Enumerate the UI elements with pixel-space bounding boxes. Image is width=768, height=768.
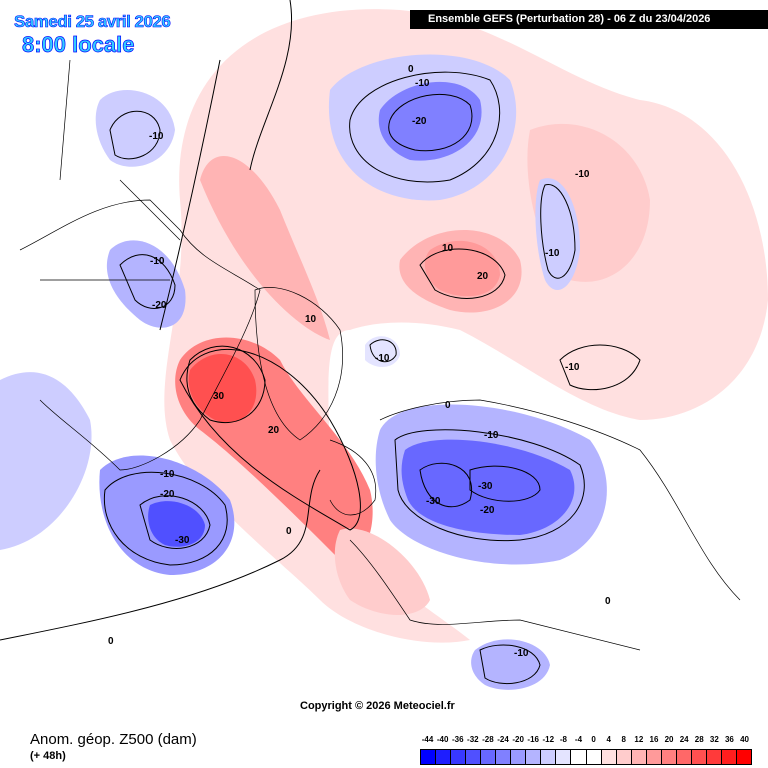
legend-swatches [420,749,752,765]
positive-anomaly-area [188,353,257,423]
contour-lines [0,0,641,685]
contour-label: 20 [477,271,489,282]
contour-label: -20 [160,489,175,500]
model-run-info: Ensemble GEFS (Perturbation 28) - 06 Z d… [410,10,768,29]
forecast-date: Samedi 25 avril 2026 [14,12,171,32]
legend-label: -40 [436,735,449,744]
legend-label: 36 [724,735,734,744]
legend-swatch [661,750,677,764]
contour-label: -10 [149,131,164,142]
legend-label: 32 [709,735,719,744]
legend-label: -20 [512,735,524,744]
legend-swatch [466,750,482,764]
contour-value-labels: -10 -10 -20 -10 -20 -10 -20 -30 30 20 10… [108,64,611,659]
contour-label: 0 [445,400,451,411]
legend-swatch [676,750,692,764]
copyright: Copyright © 2026 Meteociel.fr [300,700,455,712]
negative-anomaly-area [95,90,175,167]
legend-label: -16 [527,735,539,744]
negative-anomaly-area [106,240,186,328]
legend-swatch [586,750,602,764]
contour-label: -20 [480,505,495,516]
legend-label: -24 [497,735,509,744]
contour-label: -20 [412,116,427,127]
legend-swatch [601,750,617,764]
legend-swatch [616,750,632,764]
contour-label: 0 [408,64,414,75]
positive-anomaly-area [424,240,500,297]
forecast-local-time: 8:00 locale [22,32,135,58]
legend-swatch [631,750,647,764]
legend-swatch [556,750,572,764]
negative-anomaly-area [365,336,400,367]
legend-swatch [571,750,587,764]
contour-label: 10 [305,314,317,325]
legend-label: -4 [574,735,583,744]
negative-anomaly-area [0,372,92,550]
legend-swatch [511,750,527,764]
lead-time: (+ 48h) [30,750,66,762]
legend-swatch [721,750,737,764]
contour-label: -10 [160,469,175,480]
contour-label: 10 [442,243,454,254]
legend-label: 16 [649,735,659,744]
negative-anomaly-area [378,81,482,161]
contour-label: 20 [268,425,280,436]
legend-swatch [706,750,722,764]
parameter-title: Anom. géop. Z500 (dam) [30,731,197,748]
legend-label: -28 [482,735,494,744]
legend-swatch [496,750,512,764]
contour-label: 0 [286,526,292,537]
color-legend: -44 -40 -36 -32 -28 -24 -20 -16 -12 -8 -4 0 4 8 12 16 20… [420,735,752,765]
contour-label: -10 [375,353,390,364]
legend-label: 12 [634,735,644,744]
contour-label: -10 [545,248,560,259]
coastlines [19,59,741,651]
legend-label: -12 [542,735,555,744]
legend-swatch [526,750,542,764]
contour-label: -10 [415,78,430,89]
legend-label: -44 [421,735,434,744]
legend-label: 8 [621,735,626,744]
legend-swatch [451,750,467,764]
contour-label: 30 [213,391,225,402]
legend-label: -36 [451,735,464,744]
legend-swatch [691,750,707,764]
contour-label: -30 [426,496,441,507]
contour-label: -10 [575,169,590,180]
legend-label: 24 [679,735,689,744]
legend-label: 4 [606,735,611,744]
legend-swatch [541,750,557,764]
legend-label: 20 [664,735,674,744]
contour-label: -30 [478,481,493,492]
legend-label: 0 [591,735,596,744]
legend-label: 28 [694,735,704,744]
legend-swatch [736,750,752,764]
positive-anomaly-area [334,528,430,615]
negative-anomaly-area [148,501,205,547]
negative-anomaly-area [535,178,580,290]
contour-label: -10 [484,430,499,441]
legend-swatch [421,750,437,764]
contour-label: -10 [514,648,529,659]
legend-swatch [646,750,662,764]
contour-label: -10 [565,362,580,373]
contour-label: -10 [150,256,165,267]
legend-swatch [481,750,497,764]
contour-label: -30 [175,535,190,546]
legend-label: -8 [559,735,567,744]
legend-label: 40 [740,735,749,744]
contour-label: 0 [108,636,114,647]
legend-swatch [436,750,452,764]
legend-labels: -44 -40 -36 -32 -28 -24 -20 -16 -12 -8 -4 0 4 8 12 16 20… [420,735,752,747]
contour-label: 0 [605,596,611,607]
contour-label: -20 [152,300,167,311]
legend-label: -32 [467,735,479,744]
